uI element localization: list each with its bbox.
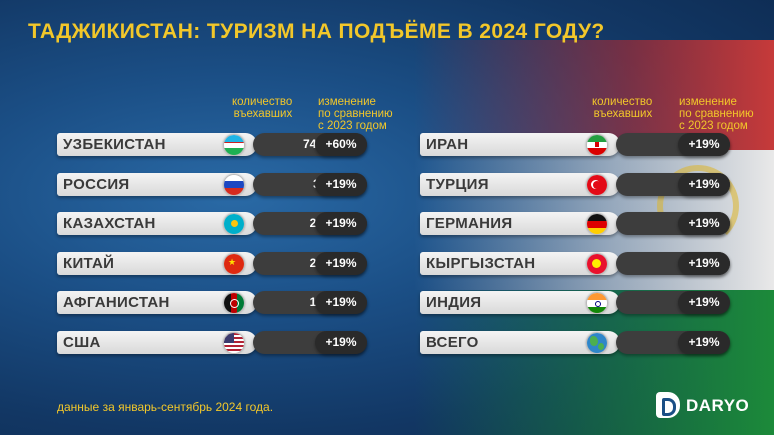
country-bar xyxy=(57,133,257,156)
country-name: КАЗАХСТАН xyxy=(63,215,156,233)
country-bar xyxy=(57,291,257,315)
change-badge: +19% xyxy=(678,212,730,236)
country-name: АФГАНИСТАН xyxy=(63,294,170,312)
change-badge: +19% xyxy=(678,133,730,156)
change-badge: +19% xyxy=(315,251,367,275)
header-change-left: изменение по сравнению с 2023 годом xyxy=(318,96,393,132)
daryo-logo-text: DARYO xyxy=(686,396,750,415)
header-count-text: количество въехавших xyxy=(232,96,293,120)
kyrgyzstan-flag-icon xyxy=(586,252,608,275)
country-row: ГЕРМАНИЯ5,2тыс.+19% xyxy=(420,212,730,236)
change-badge: +19% xyxy=(315,331,367,354)
page-title: ТАДЖИКИСТАН: ТУРИЗМ НА ПОДЪЁМЕ В 2024 ГО… xyxy=(28,20,605,43)
country-bar xyxy=(420,172,620,196)
country-bar xyxy=(57,251,257,275)
change-value: +19% xyxy=(688,216,720,231)
kazakhstan-flag-icon xyxy=(223,213,245,236)
afghanistan-flag-icon xyxy=(223,292,245,315)
country-bar xyxy=(57,172,257,196)
change-badge: +19% xyxy=(678,291,730,315)
country-name: ИРАН xyxy=(426,136,469,153)
russia-flag-icon xyxy=(223,173,245,196)
uzbekistan-flag-icon xyxy=(223,134,245,156)
country-name: США xyxy=(63,334,101,351)
iran-flag-icon xyxy=(586,134,608,156)
change-value: +19% xyxy=(688,295,720,310)
change-badge: +19% xyxy=(678,172,730,196)
turkey-flag-icon xyxy=(586,173,608,196)
crown-emblem-icon xyxy=(657,165,739,247)
change-badge: +19% xyxy=(315,291,367,315)
country-row: ИНДИЯ3,7тыс.+19% xyxy=(420,291,730,315)
india-flag-icon xyxy=(586,292,608,315)
header-count-right: количество въехавших xyxy=(592,96,653,120)
header-count-left: количество въехавших xyxy=(232,96,292,120)
country-row: КИТАЙ★21,6тыс.+19% xyxy=(57,251,367,275)
country-row: США9,2тыс.+19% xyxy=(57,331,367,354)
country-name: КЫРГЫЗСТАН xyxy=(426,254,536,272)
country-row: ВСЕГО1,2млн.+19% xyxy=(420,331,730,354)
country-row: АФГАНИСТАН10,4тыс.+19% xyxy=(57,291,367,315)
footnote: данные за январь-сентябрь 2024 года. xyxy=(57,400,274,414)
usa-flag-icon xyxy=(223,332,245,354)
country-bar xyxy=(420,212,620,236)
daryo-logo-icon xyxy=(656,392,680,418)
change-badge: +19% xyxy=(678,251,730,275)
change-value: +19% xyxy=(325,295,357,310)
country-name: ВСЕГО xyxy=(426,334,479,351)
country-row: КЫРГЫЗСТАН4,4тыс.+19% xyxy=(420,251,730,275)
china-flag-icon: ★ xyxy=(223,252,245,275)
change-badge: +19% xyxy=(678,331,730,354)
country-bar xyxy=(420,291,620,315)
change-value: +19% xyxy=(688,176,720,191)
country-name: ГЕРМАНИЯ xyxy=(426,215,513,233)
country-bar xyxy=(57,331,257,354)
change-badge: +60% xyxy=(315,133,367,156)
country-name: РОССИЯ xyxy=(63,175,130,193)
country-bar xyxy=(420,251,620,275)
country-bar xyxy=(57,212,257,236)
change-badge: +19% xyxy=(315,172,367,196)
change-badge: +19% xyxy=(315,212,367,236)
change-value: +19% xyxy=(325,176,357,191)
country-row: ИРАН6,8тыс.+19% xyxy=(420,133,730,156)
country-bar xyxy=(420,133,620,156)
change-value: +19% xyxy=(325,216,357,231)
change-value: +19% xyxy=(325,255,357,270)
change-value: +19% xyxy=(688,255,720,270)
country-name: УЗБЕКИСТАН xyxy=(63,136,166,153)
country-row: ТУРЦИЯ6,1тыс.+19% xyxy=(420,172,730,196)
country-bar xyxy=(420,331,620,354)
change-value: +19% xyxy=(688,137,720,151)
country-row: УЗБЕКИСТАН746,1тыс.+60% xyxy=(57,133,367,156)
change-value: +19% xyxy=(688,335,720,349)
change-value: +19% xyxy=(325,335,357,349)
germany-flag-icon xyxy=(586,213,608,236)
country-name: ТУРЦИЯ xyxy=(426,175,489,193)
country-row: РОССИЯ329тыс.+19% xyxy=(57,172,367,196)
country-name: ИНДИЯ xyxy=(426,294,482,312)
change-value: +60% xyxy=(325,137,357,151)
globe-icon xyxy=(586,332,608,354)
country-row: КАЗАХСТАН28,9тыс.+19% xyxy=(57,212,367,236)
header-change-right: изменение по сравнению с 2023 годом xyxy=(679,96,754,132)
country-name: КИТАЙ xyxy=(63,254,115,272)
